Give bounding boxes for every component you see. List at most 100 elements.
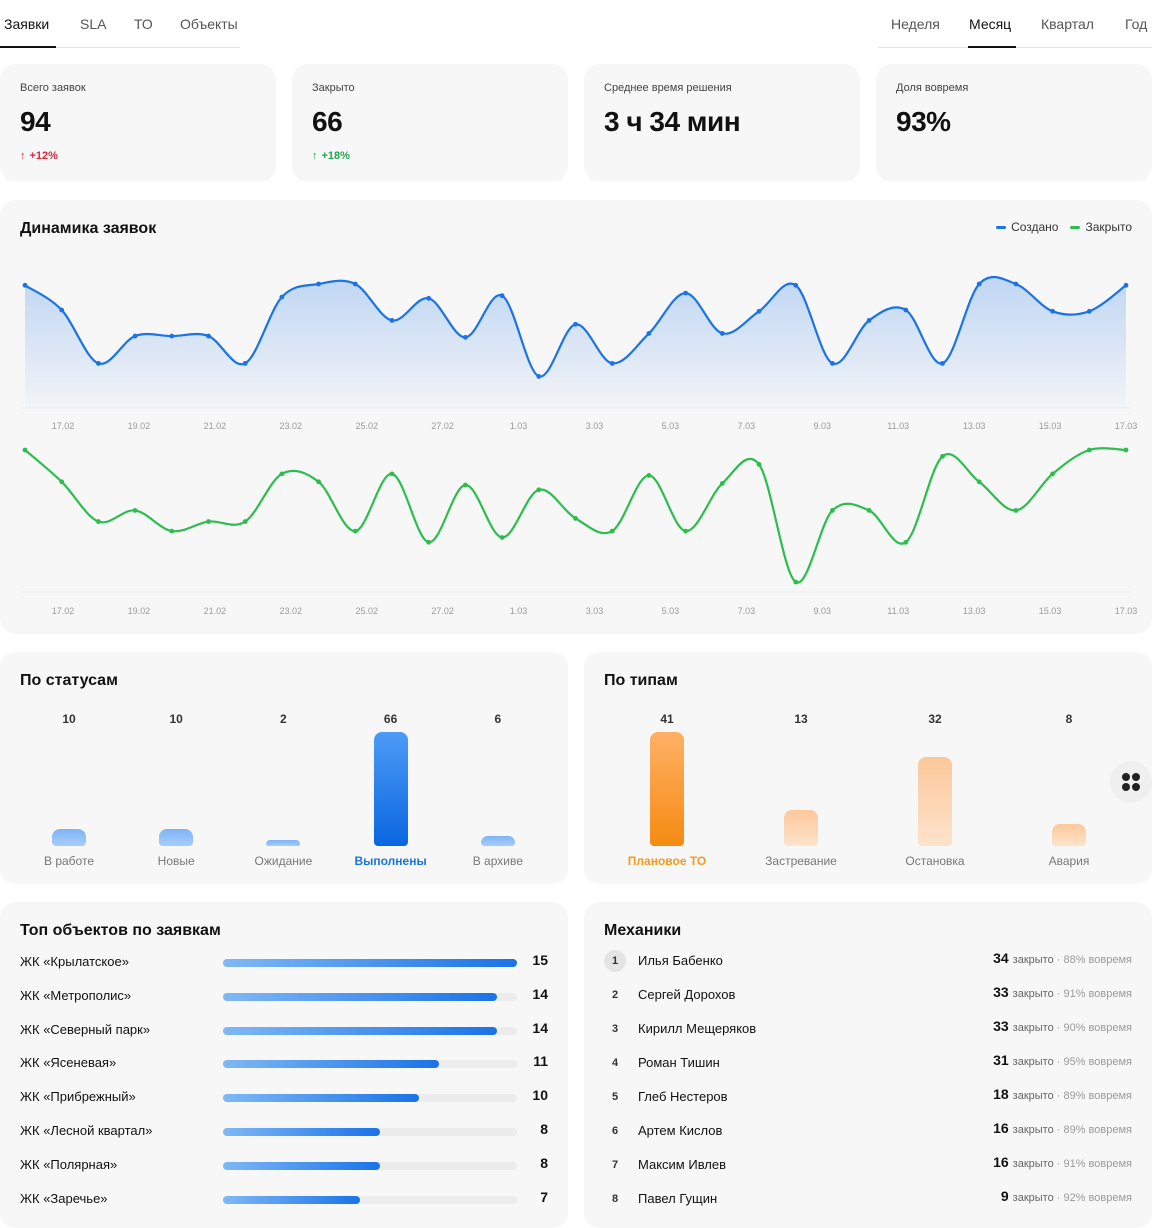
object-bar-track <box>223 1195 517 1204</box>
bar-category-label: Застревание <box>765 854 837 868</box>
object-row[interactable]: ЖК «Ясеневая» 11 <box>20 1053 550 1073</box>
bar[interactable] <box>52 829 86 846</box>
tab-week[interactable]: Неделя <box>891 16 940 32</box>
types-card: По типам 41 Плановое ТО 13 Застревание 32 Ост… <box>584 652 1152 884</box>
x-tick-label: 23.02 <box>280 421 303 431</box>
tab-requests[interactable]: Заявки <box>4 16 50 32</box>
tab-month[interactable]: Месяц <box>969 16 1012 32</box>
mechanic-name: Максим Ивлев <box>638 1157 727 1172</box>
series-area-created <box>25 276 1126 408</box>
mechanic-name: Павел Гущин <box>638 1191 718 1206</box>
x-tick-label: 13.03 <box>963 606 986 616</box>
mechanic-stats: 33 закрыто · 91% вовремя <box>993 984 1132 1000</box>
object-row[interactable]: ЖК «Прибрежный» 10 <box>20 1087 550 1107</box>
tab-sla[interactable]: SLA <box>80 16 107 32</box>
mechanic-closed-count: 31 <box>993 1052 1009 1068</box>
data-point <box>206 333 211 339</box>
tab-quarter[interactable]: Квартал <box>1041 16 1094 32</box>
object-bar-fill <box>223 1161 380 1170</box>
bar[interactable] <box>784 810 818 846</box>
data-point <box>756 461 762 467</box>
bar[interactable] <box>918 757 952 846</box>
data-point <box>756 308 762 314</box>
mechanic-row[interactable]: 6 Артем Кислов 16 закрыто · 89% вовремя <box>604 1120 1132 1144</box>
main-tabs: Заявки SLA ТО Объекты <box>0 0 240 48</box>
x-tick-label: 1.03 <box>510 421 528 431</box>
tab-objects[interactable]: Объекты <box>180 16 238 32</box>
status-title: По статусам <box>20 672 118 689</box>
apps-button[interactable] <box>1110 761 1152 803</box>
mechanic-closed-word: закрыто <box>1012 988 1054 1000</box>
bar[interactable] <box>159 829 194 846</box>
bar[interactable] <box>373 732 408 846</box>
data-point <box>316 281 321 287</box>
mechanic-name: Роман Тишин <box>638 1055 720 1070</box>
mechanic-name: Артем Кислов <box>638 1123 723 1138</box>
tab-year[interactable]: Год <box>1125 16 1148 32</box>
x-tick-label: 19.02 <box>128 421 151 431</box>
x-tick-label: 3.03 <box>586 421 604 431</box>
legend-item-created: Создано <box>996 220 1058 234</box>
data-point <box>132 508 138 513</box>
object-name: ЖК «Заречье» <box>20 1190 108 1206</box>
kpi-card-avg-time: Среднее время решения 3 ч 34 мин <box>584 64 860 182</box>
mechanic-row[interactable]: 4 Роман Тишин 31 закрыто · 95% вовремя <box>604 1052 1132 1076</box>
mechanic-name: Кирилл Мещеряков <box>638 1021 757 1036</box>
bar-column: 8 Авария <box>1019 652 1119 882</box>
data-point <box>279 294 285 300</box>
period-tabs: Неделя Месяц Квартал Год <box>878 0 1152 48</box>
bar[interactable] <box>480 836 515 846</box>
mechanic-closed-word: закрыто <box>1012 954 1054 966</box>
mechanic-name: Илья Бабенко <box>638 953 723 968</box>
data-point <box>1123 282 1129 288</box>
mechanics-card: Механики 1 Илья Бабенко 34 закрыто · 88% во… <box>584 902 1152 1228</box>
object-row[interactable]: ЖК «Лесной квартал» 8 <box>20 1121 550 1141</box>
mechanic-row[interactable]: 3 Кирилл Мещеряков 33 закрыто · 90% вовремя <box>604 1018 1132 1042</box>
mechanic-row[interactable]: 1 Илья Бабенко 34 закрыто · 88% вовремя <box>604 950 1132 974</box>
data-point <box>132 333 138 339</box>
object-bar-track <box>223 1128 517 1136</box>
bar-value-label: 8 <box>1065 712 1073 726</box>
data-point <box>683 290 688 296</box>
data-point <box>22 447 28 453</box>
mechanic-row[interactable]: 2 Сергей Дорохов 33 закрыто · 91% вовремя <box>604 984 1132 1008</box>
mechanic-row[interactable]: 8 Павел Гущин 9 закрыто · 92% вовремя <box>604 1188 1132 1212</box>
x-tick-label: 11.03 <box>887 606 909 616</box>
object-name: ЖК «Крылатское» <box>20 954 129 969</box>
dynamics-title: Динамика заявок <box>20 220 157 237</box>
mechanic-closed-count: 34 <box>993 950 1009 966</box>
object-row[interactable]: ЖК «Заречье» 7 <box>20 1189 550 1209</box>
data-point <box>976 479 982 485</box>
x-tick-label: 1.03 <box>510 606 528 616</box>
x-tick-label: 17.03 <box>1115 421 1138 431</box>
data-point <box>793 579 799 585</box>
kpi-delta: ↑ +18% <box>312 150 350 162</box>
dynamics-card: Динамика заявок Создано Закрыто 17.02 19.… <box>0 200 1152 634</box>
x-tick-label: 3.03 <box>586 606 604 616</box>
x-tick-label: 7.03 <box>738 606 756 616</box>
object-row[interactable]: ЖК «Метрополис» 14 <box>20 986 550 1006</box>
types-title: По типам <box>604 672 678 689</box>
object-name: ЖК «Прибрежный» <box>20 1089 136 1105</box>
mechanic-row[interactable]: 5 Глеб Нестеров 18 закрыто · 89% вовремя <box>604 1086 1132 1110</box>
bar[interactable] <box>1052 824 1086 846</box>
top-objects-title: Топ объектов по заявкам <box>20 922 221 939</box>
data-point <box>169 333 175 339</box>
data-point <box>352 281 358 287</box>
bar[interactable] <box>650 732 684 846</box>
data-point <box>59 479 65 485</box>
data-point <box>242 360 248 366</box>
bar-value-label: 13 <box>794 712 808 726</box>
x-tick-label: 21.02 <box>204 606 227 616</box>
bar[interactable] <box>266 840 301 846</box>
object-row[interactable]: ЖК «Крылатское» 15 <box>20 952 550 972</box>
data-point <box>206 519 211 524</box>
object-bar-fill <box>223 1128 380 1136</box>
object-bar-track <box>223 992 517 1001</box>
mechanic-row[interactable]: 7 Максим Ивлев 16 закрыто · 91% вовремя <box>604 1154 1132 1178</box>
data-point <box>242 519 248 524</box>
object-row[interactable]: ЖК «Северный парк» 14 <box>20 1020 550 1040</box>
object-row[interactable]: ЖК «Полярная» 8 <box>20 1155 550 1175</box>
object-bar-track <box>223 1161 517 1170</box>
tab-to[interactable]: ТО <box>134 16 153 32</box>
